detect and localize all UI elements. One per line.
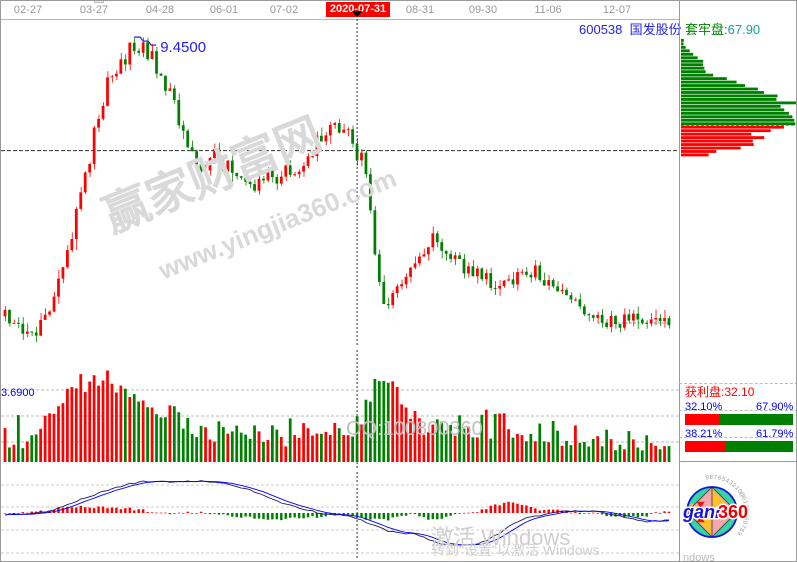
svg-text:360: 360 <box>718 502 748 522</box>
